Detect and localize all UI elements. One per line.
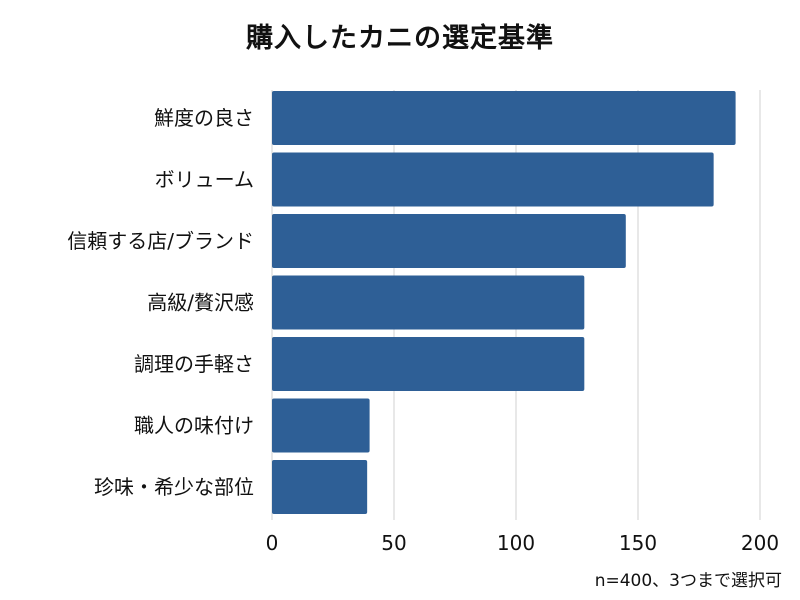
category-label: 信頼する店/ブランド [67,229,254,253]
category-label: 鮮度の良さ [154,106,254,130]
bar [272,214,626,268]
x-tick-labels: 0 50 100 150 200 [266,531,779,555]
x-tick-label: 50 [381,531,406,555]
category-label: 珍味・希少な部位 [94,475,254,499]
sample-note: n=400、3つまで選択可 [594,571,782,591]
x-tick-label: 0 [266,531,279,555]
x-tick-label: 150 [619,531,657,555]
category-labels: 鮮度の良さボリューム信頼する店/ブランド高級/贅沢感調理の手軽さ職人の味付け珍味… [67,106,254,499]
category-label: 職人の味付け [134,414,254,438]
category-label: 調理の手軽さ [134,352,254,376]
bars [272,91,736,514]
x-tick-label: 200 [741,531,779,555]
bar [272,398,370,453]
bar [272,152,714,207]
bar [272,337,585,391]
chart-title: 購入したカニの選定基準 [246,23,554,54]
bar [272,460,368,514]
category-label: 高級/贅沢感 [147,291,254,315]
x-tick-label: 100 [497,531,535,555]
bar [272,275,585,330]
bar [272,91,736,145]
category-label: ボリューム [155,168,254,192]
